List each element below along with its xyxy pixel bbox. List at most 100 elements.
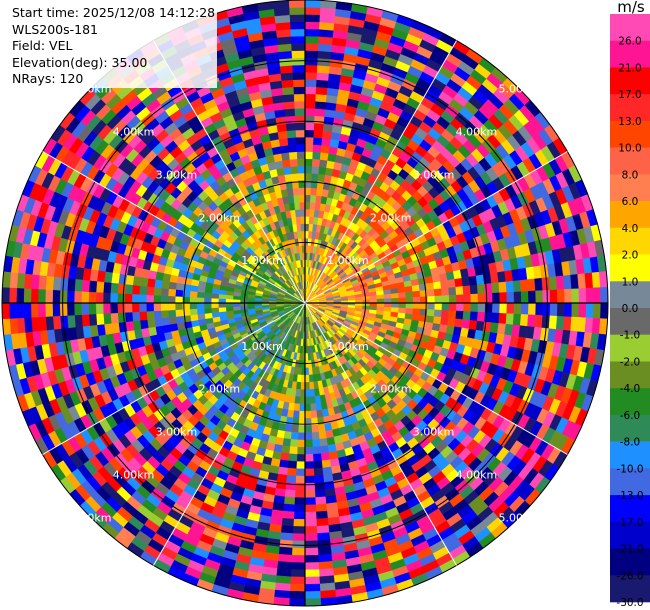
velocity-gate (318, 568, 334, 578)
velocity-gate (309, 388, 316, 397)
velocity-gate (278, 546, 293, 556)
velocity-gate (534, 314, 543, 329)
velocity-gate (298, 410, 306, 419)
velocity-gate (297, 432, 306, 441)
velocity-gate (319, 589, 337, 599)
velocity-gate (315, 86, 328, 96)
velocity-gate (275, 21, 291, 31)
velocity-gate (499, 292, 508, 304)
velocity-gate (319, 575, 335, 585)
velocity-gate (304, 583, 321, 592)
velocity-gate (476, 311, 486, 323)
velocity-gate (279, 144, 290, 154)
velocity-gate (304, 569, 320, 578)
velocity-gate (571, 288, 580, 304)
velocity-gate (304, 0, 322, 8)
velocity-gate (314, 489, 326, 498)
velocity-gate (376, 302, 385, 308)
velocity-gate (16, 302, 25, 319)
velocity-gate (304, 425, 313, 434)
velocity-gate (9, 317, 19, 335)
velocity-gate (297, 425, 306, 434)
velocity-gate (448, 294, 457, 304)
velocity-gate (189, 308, 198, 316)
velocity-gate (304, 144, 314, 152)
velocity-gate (304, 172, 313, 181)
velocity-gate (556, 289, 565, 304)
velocity-gate (109, 302, 118, 314)
velocity-gate (277, 553, 293, 563)
velocity-gate (391, 297, 400, 304)
velocity-gate (218, 306, 227, 313)
velocity-gate (189, 296, 198, 304)
velocity-gate (282, 86, 295, 96)
velocity-gate (455, 310, 464, 320)
velocity-gate (124, 293, 133, 304)
velocity-gate (535, 290, 544, 304)
velocity-gate (405, 308, 414, 315)
velocity-gate (405, 291, 414, 298)
velocity-gate (304, 64, 318, 73)
velocity-gate (528, 290, 537, 304)
velocity-gate (282, 438, 291, 447)
velocity-gate (291, 173, 299, 182)
velocity-gate (312, 144, 322, 153)
velocity-gate (288, 598, 306, 607)
velocity-gate (570, 274, 580, 290)
velocity-gate (286, 129, 297, 139)
velocity-gate (284, 173, 293, 183)
velocity-gate (304, 93, 317, 102)
velocity-gate (131, 311, 141, 322)
velocity-gate (311, 173, 319, 182)
velocity-gate (441, 295, 450, 304)
velocity-gate (218, 302, 227, 308)
velocity-gate (314, 395, 322, 404)
velocity-gate (309, 396, 316, 405)
velocity-gate (548, 315, 558, 330)
velocity-gate (196, 308, 205, 315)
velocity-gate (1, 286, 10, 304)
velocity-gate (88, 302, 97, 315)
velocity-gate (276, 28, 292, 38)
velocity-gate (81, 279, 91, 292)
velocity-gate (197, 313, 206, 321)
velocity-gate (109, 292, 118, 304)
velocity-gate (317, 423, 326, 433)
velocity-gate (95, 280, 105, 293)
velocity-gate (95, 291, 104, 304)
velocity-gate (304, 122, 315, 131)
velocity-gate (278, 137, 289, 147)
velocity-gate (304, 432, 313, 441)
velocity-gate (296, 446, 306, 455)
velocity-gate (285, 474, 297, 484)
velocity-gate (505, 280, 515, 293)
velocity-gate (433, 316, 442, 325)
velocity-gate (161, 280, 170, 289)
velocity-gate (281, 152, 291, 161)
velocity-gate (283, 101, 296, 110)
velocity-gate (447, 317, 456, 327)
velocity-gate (441, 287, 450, 297)
velocity-gate (110, 282, 119, 294)
velocity-gate (304, 454, 314, 462)
velocity-gate (274, 14, 291, 24)
velocity-gate (304, 518, 317, 527)
velocity-gate (138, 294, 147, 304)
velocity-gate (281, 79, 294, 89)
velocity-gate (132, 275, 142, 286)
velocity-gate (321, 459, 332, 469)
velocity-gate (132, 320, 142, 331)
velocity-gate (310, 403, 317, 412)
velocity-gate (528, 302, 537, 316)
velocity-gate (470, 302, 479, 313)
velocity-gate (311, 424, 319, 433)
velocity-gate (319, 582, 336, 592)
velocity-gate (167, 288, 177, 297)
velocity-gate (555, 275, 565, 291)
velocity-gate (304, 504, 317, 513)
velocity-gate (404, 285, 413, 293)
velocity-gate (294, 201, 301, 210)
velocity-gate (284, 423, 293, 433)
velocity-gate (462, 311, 471, 321)
